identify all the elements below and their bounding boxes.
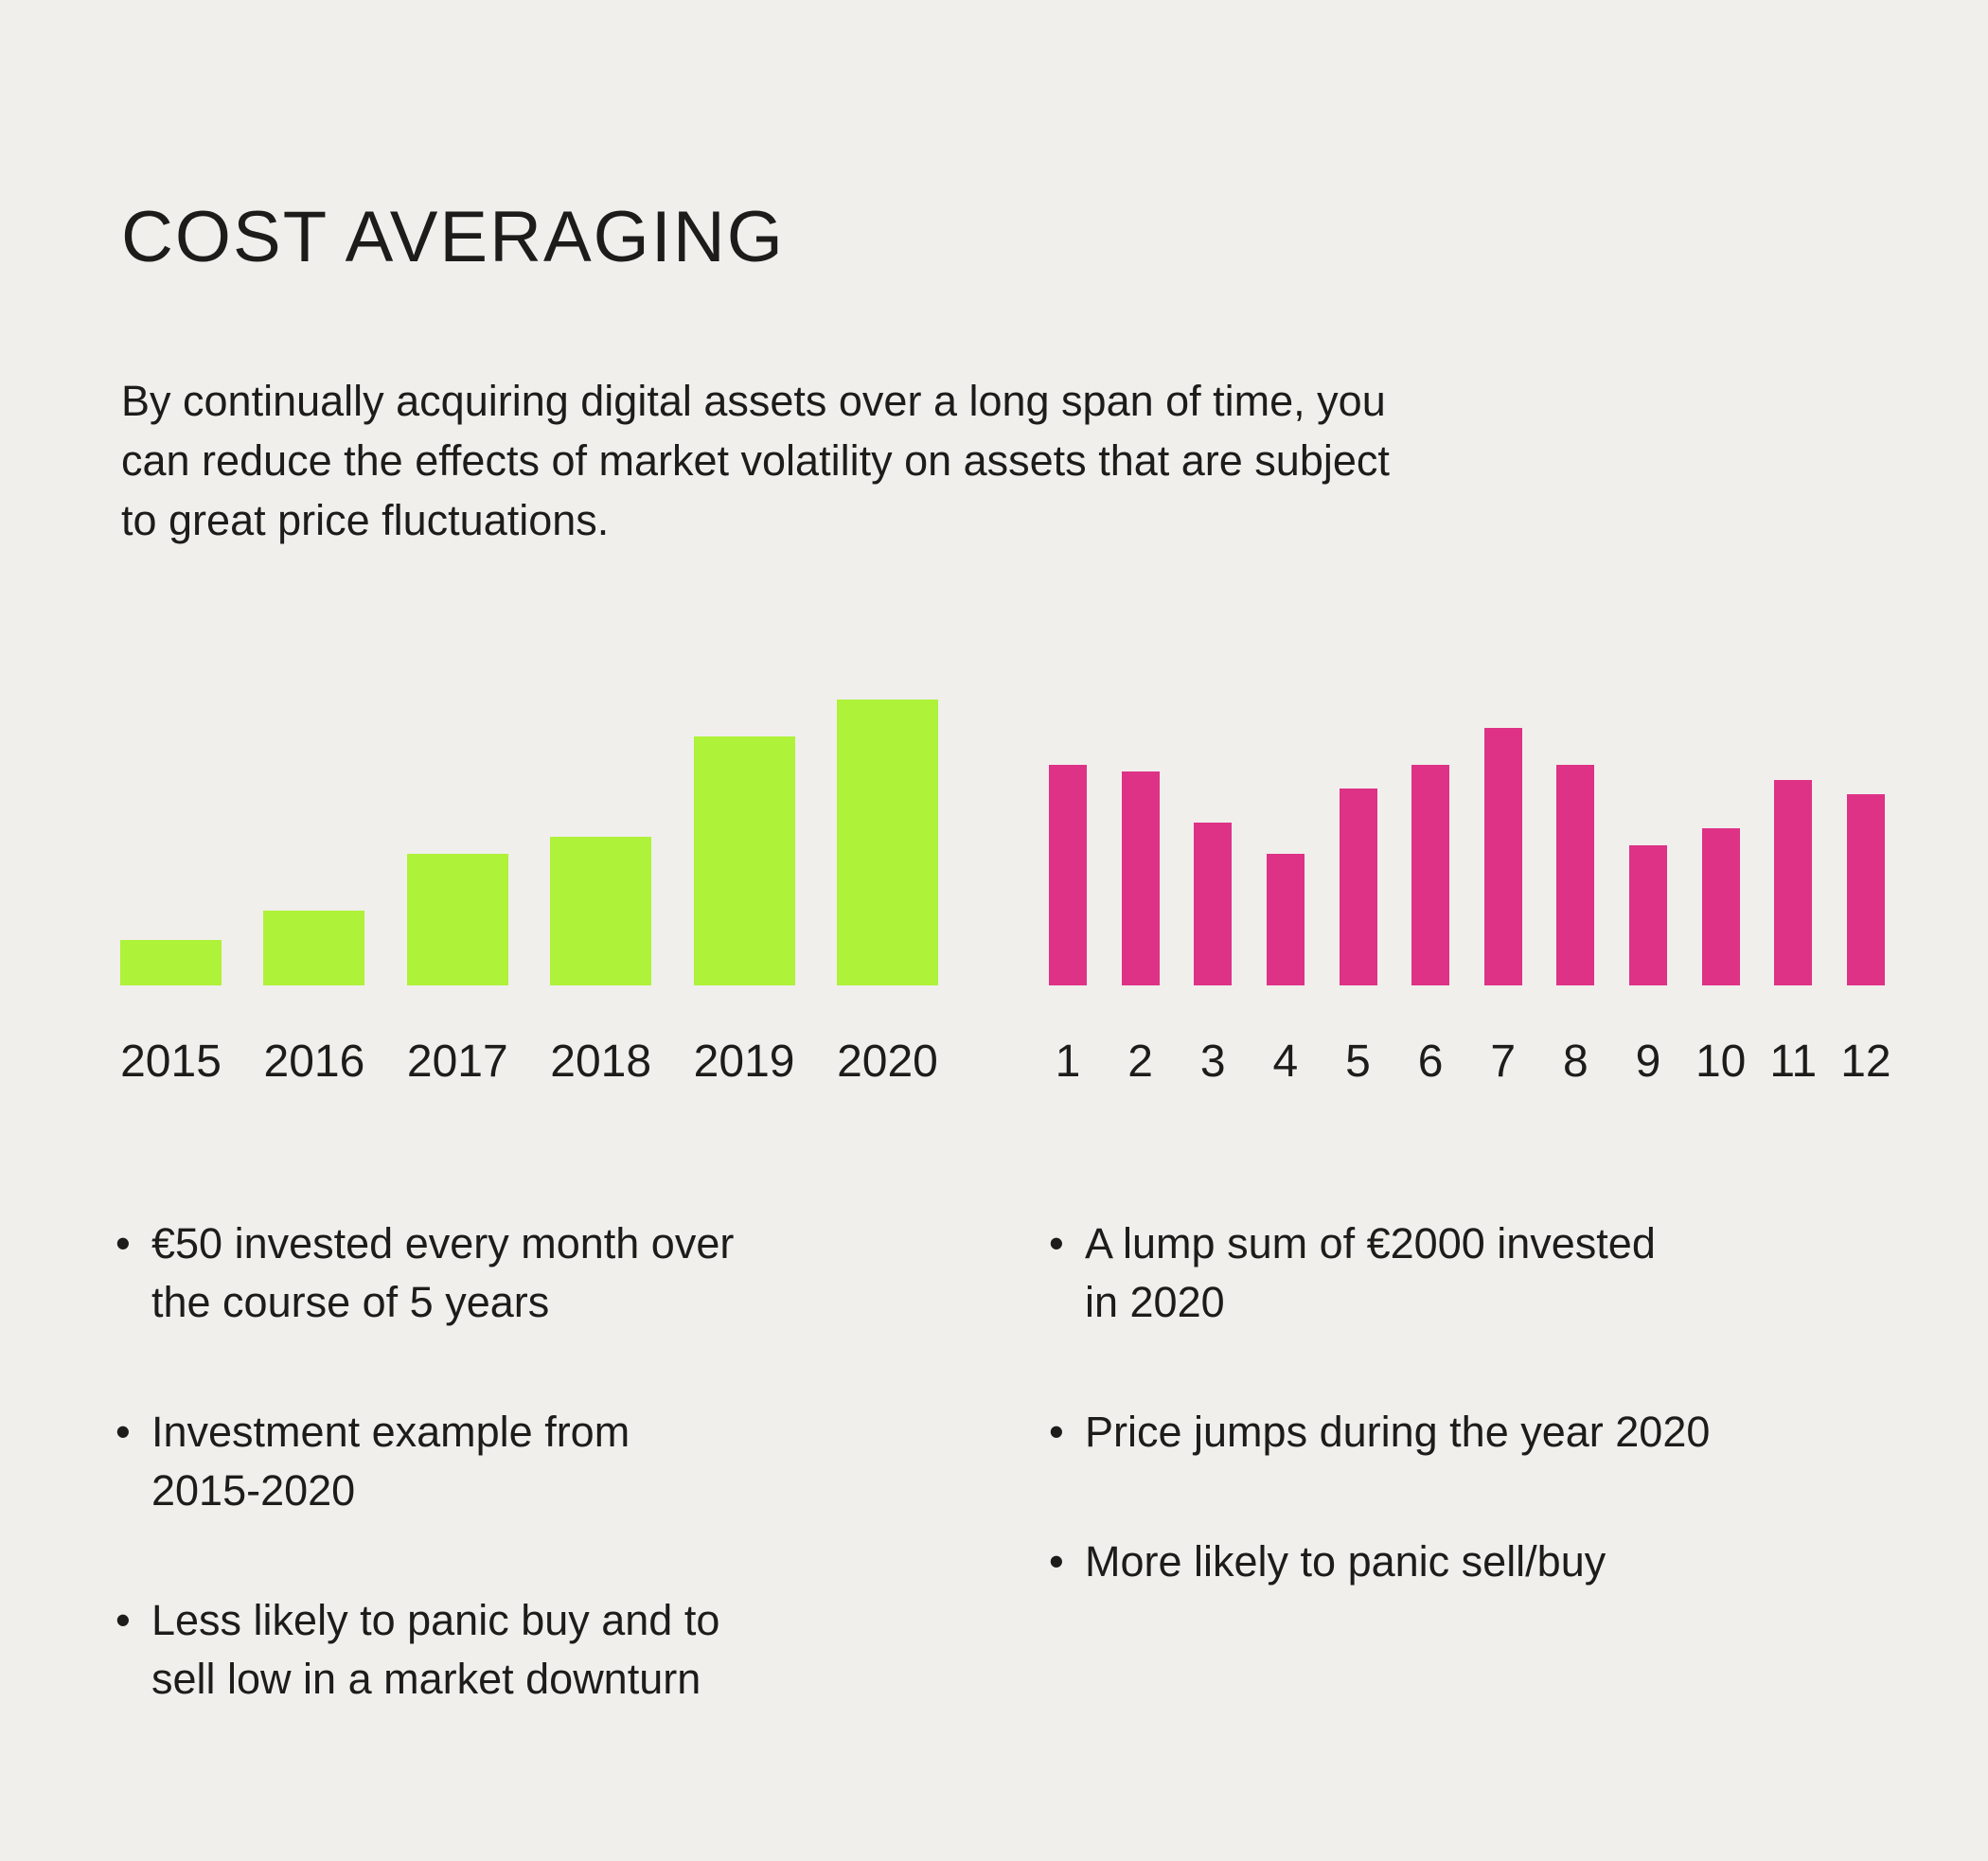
axis-label-1: 1 xyxy=(1055,1037,1081,1087)
bullet-marker: • xyxy=(115,1219,131,1267)
intro-line: By continually acquiring digital assets … xyxy=(121,377,1386,425)
lump-sum-price-by-month-bar-10 xyxy=(1701,827,1740,985)
axis-label-2016: 2016 xyxy=(263,1037,365,1087)
axis-label-2017: 2017 xyxy=(406,1037,508,1087)
lump-sum-price-by-month-bar-9 xyxy=(1629,845,1667,985)
axis-label-10: 10 xyxy=(1695,1037,1747,1087)
lump-sum-price-by-month-bar-4 xyxy=(1266,854,1305,985)
bullet-marker: • xyxy=(1049,1408,1064,1456)
bullet-line: Price jumps during the year 2020 xyxy=(1085,1408,1711,1456)
axis-label-12: 12 xyxy=(1840,1037,1891,1087)
lump-sum-price-by-month-bar-3 xyxy=(1194,822,1233,985)
axis-label-7: 7 xyxy=(1490,1037,1517,1087)
bullet-marker: • xyxy=(1049,1219,1064,1267)
axis-label-2019: 2019 xyxy=(693,1037,795,1087)
chart-axis-labels: 2015 2016 2017 2018 2019 2020 xyxy=(120,1039,938,1085)
bullet-item: • Investment example from 2015-2020 xyxy=(115,1403,996,1520)
chart-axis-labels: 1 2 3 4 5 6 7 8 9 10 11 12 xyxy=(1049,1037,1891,1087)
axis-label-2018: 2018 xyxy=(550,1037,652,1087)
intro-line: can reduce the effects of market volatil… xyxy=(121,436,1390,485)
lump-sum-price-by-month-bar-7 xyxy=(1483,728,1522,985)
chart-bars xyxy=(1049,700,1885,985)
axis-label-9: 9 xyxy=(1635,1037,1661,1087)
axis-label-2020: 2020 xyxy=(837,1037,938,1087)
bullet-line: 2015-2020 xyxy=(151,1466,356,1515)
bullet-item: • More likely to panic sell/buy xyxy=(1049,1533,1958,1591)
axis-label-8: 8 xyxy=(1563,1037,1589,1087)
bullet-text: Less likely to panic buy and to sell low … xyxy=(151,1591,719,1709)
intro-paragraph: By continually acquiring digital assets … xyxy=(121,371,1390,550)
recurring-investment-by-year-bar-2018 xyxy=(550,836,652,985)
bullet-item: • Price jumps during the year 2020 xyxy=(1049,1403,1958,1462)
bullet-text: More likely to panic sell/buy xyxy=(1085,1533,1606,1591)
bullet-text: €50 invested every month over the course … xyxy=(151,1214,734,1332)
axis-label-4: 4 xyxy=(1272,1037,1299,1087)
bullet-item: • A lump sum of €2000 invested in 2020 xyxy=(1049,1214,1958,1332)
recurring-investment-by-year-bar-2015 xyxy=(120,939,222,985)
bullet-item: • €50 invested every month over the course… xyxy=(115,1214,996,1332)
bullet-text: Investment example from 2015-2020 xyxy=(151,1403,630,1520)
monthly-lump-sum-chart: 1 2 3 4 5 6 7 8 9 10 11 12 xyxy=(1049,700,1891,1087)
bullet-item: • Less likely to panic buy and to sell low… xyxy=(115,1591,996,1709)
lump-sum-price-by-month-bar-11 xyxy=(1774,779,1813,985)
axis-label-6: 6 xyxy=(1417,1037,1444,1087)
bullet-line: Less likely to panic buy and to xyxy=(151,1596,720,1644)
bullet-line: A lump sum of €2000 invested xyxy=(1085,1219,1656,1267)
axis-label-2: 2 xyxy=(1127,1037,1153,1087)
bullet-line: Investment example from xyxy=(151,1408,630,1456)
lump-sum-price-by-month-bar-2 xyxy=(1121,771,1160,985)
recurring-investment-by-year-bar-2020 xyxy=(836,700,938,985)
axis-label-2015: 2015 xyxy=(120,1037,222,1087)
recurring-investment-by-year-bar-2017 xyxy=(406,854,508,985)
bullet-line: sell low in a market downturn xyxy=(151,1655,701,1703)
bullet-line: in 2020 xyxy=(1085,1278,1225,1326)
lump-sum-bullet-list: • A lump sum of €2000 invested in 2020 • Pri… xyxy=(1049,1214,1958,1662)
yearly-recurring-investment-chart: 2015 2016 2017 2018 2019 2020 xyxy=(120,700,938,1085)
bullet-marker: • xyxy=(115,1596,131,1644)
recurring-investment-bullet-list: • €50 invested every month over the course… xyxy=(115,1214,996,1780)
bullet-line: More likely to panic sell/buy xyxy=(1085,1537,1606,1586)
recurring-investment-by-year-bar-2016 xyxy=(263,911,365,985)
axis-label-11: 11 xyxy=(1769,1037,1818,1087)
lump-sum-price-by-month-bar-8 xyxy=(1556,765,1595,985)
bullet-text: Price jumps during the year 2020 xyxy=(1085,1403,1710,1462)
bullet-line: €50 invested every month over xyxy=(151,1219,735,1267)
axis-label-5: 5 xyxy=(1345,1037,1371,1087)
intro-line: to great price fluctuations. xyxy=(121,496,610,544)
page-title: COST AVERAGING xyxy=(121,196,785,277)
lump-sum-price-by-month-bar-6 xyxy=(1411,765,1450,985)
lump-sum-price-by-month-bar-1 xyxy=(1049,765,1087,985)
bullet-marker: • xyxy=(115,1408,131,1456)
axis-label-3: 3 xyxy=(1199,1037,1226,1087)
lump-sum-price-by-month-bar-12 xyxy=(1846,793,1885,985)
chart-bars xyxy=(120,700,938,985)
bullet-line: the course of 5 years xyxy=(151,1278,550,1326)
recurring-investment-by-year-bar-2019 xyxy=(693,736,795,985)
bullet-text: A lump sum of €2000 invested in 2020 xyxy=(1085,1214,1656,1332)
lump-sum-price-by-month-bar-5 xyxy=(1339,788,1377,985)
bullet-marker: • xyxy=(1049,1537,1064,1586)
